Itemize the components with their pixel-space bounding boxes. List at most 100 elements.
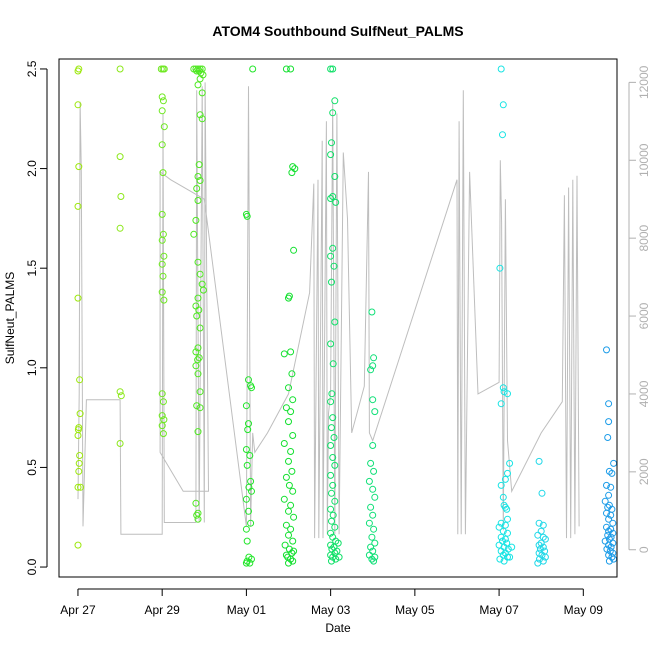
data-point (198, 89, 206, 97)
data-point (330, 434, 338, 441)
data-point (368, 308, 376, 316)
data-point (194, 344, 202, 352)
data-point (329, 65, 337, 73)
y2-tick-label: 8000 (637, 224, 650, 251)
data-point (193, 402, 201, 410)
data-point (196, 75, 204, 83)
data-point (537, 527, 545, 535)
data-point (249, 65, 257, 73)
data-point (117, 193, 125, 200)
data-point (160, 252, 168, 260)
data-point (607, 525, 615, 533)
data-point (242, 402, 250, 410)
y2-tick-label: 6000 (637, 302, 650, 329)
data-point (160, 65, 168, 73)
data-point (74, 101, 82, 109)
data-point (192, 216, 200, 224)
data-point (327, 529, 335, 537)
data-point (196, 404, 204, 412)
data-point (499, 384, 507, 392)
data-point (365, 519, 373, 527)
x-tick-label: May 07 (479, 603, 519, 617)
data-point (609, 539, 617, 547)
data-point (247, 519, 255, 527)
data-point (329, 109, 337, 117)
data-point (604, 434, 612, 441)
data-point (327, 505, 335, 513)
data-point (116, 224, 124, 232)
x-tick-label: Apr 27 (60, 603, 96, 617)
data-point (158, 390, 166, 398)
y2-tick-label: 2000 (637, 458, 650, 485)
data-point (603, 523, 610, 531)
data-point (605, 527, 613, 535)
data-point (327, 541, 335, 549)
data-point (287, 501, 295, 509)
data-point (158, 107, 166, 115)
y2-axis: 0 2000 4000 6000 8000 10000 12000 (628, 65, 650, 553)
data-point (331, 461, 339, 469)
data-point (248, 487, 255, 495)
data-point (288, 169, 296, 177)
data-point (331, 97, 339, 105)
data-point (285, 531, 292, 539)
data-point (75, 65, 83, 73)
data-point (369, 362, 377, 370)
data-point (603, 509, 610, 517)
data-point (539, 521, 547, 529)
data-point (242, 495, 250, 503)
data-point (506, 553, 514, 561)
data-point (159, 97, 167, 105)
data-point (607, 511, 615, 519)
data-point (160, 296, 168, 304)
data-point (497, 65, 505, 73)
data-point (117, 392, 125, 400)
data-point (195, 306, 203, 314)
data-point (194, 428, 202, 436)
data-point (501, 521, 509, 529)
data-point (198, 115, 206, 123)
x-tick-label: May 09 (564, 603, 604, 617)
x-tick-label: Apr 29 (144, 603, 180, 617)
data-point (116, 440, 124, 447)
data-point (287, 525, 295, 533)
data-point (371, 493, 379, 501)
data-point (504, 515, 511, 523)
data-point (290, 513, 298, 521)
data-point (328, 278, 335, 286)
data-point (601, 497, 609, 505)
data-point (76, 376, 84, 384)
data-point (282, 521, 290, 529)
data-point (190, 230, 198, 238)
data-point (192, 499, 200, 507)
data-point (196, 111, 204, 119)
data-point (332, 198, 340, 206)
data-point (194, 515, 202, 523)
data-point (327, 471, 335, 479)
data-point (280, 495, 288, 503)
altitude-line-layer (77, 82, 580, 539)
data-point (194, 258, 202, 266)
data-point (285, 418, 292, 426)
data-point (501, 549, 509, 557)
data-point (331, 497, 339, 505)
data-point (194, 197, 202, 204)
data-point (331, 318, 339, 326)
data-point (508, 543, 516, 551)
y-tick-label: 2.0 (25, 160, 39, 177)
x-axis-title: Date (325, 621, 351, 635)
data-point (289, 557, 297, 565)
data-point (74, 483, 82, 491)
data-point (601, 537, 609, 545)
data-point (158, 236, 166, 244)
data-point (193, 185, 201, 192)
data-point (75, 459, 83, 467)
data-point (246, 559, 254, 567)
data-point (194, 294, 202, 302)
data-point (369, 442, 377, 449)
data-point (158, 422, 166, 430)
data-point (290, 246, 298, 254)
data-point (504, 529, 511, 537)
data-point (159, 398, 167, 406)
data-point (76, 452, 84, 459)
